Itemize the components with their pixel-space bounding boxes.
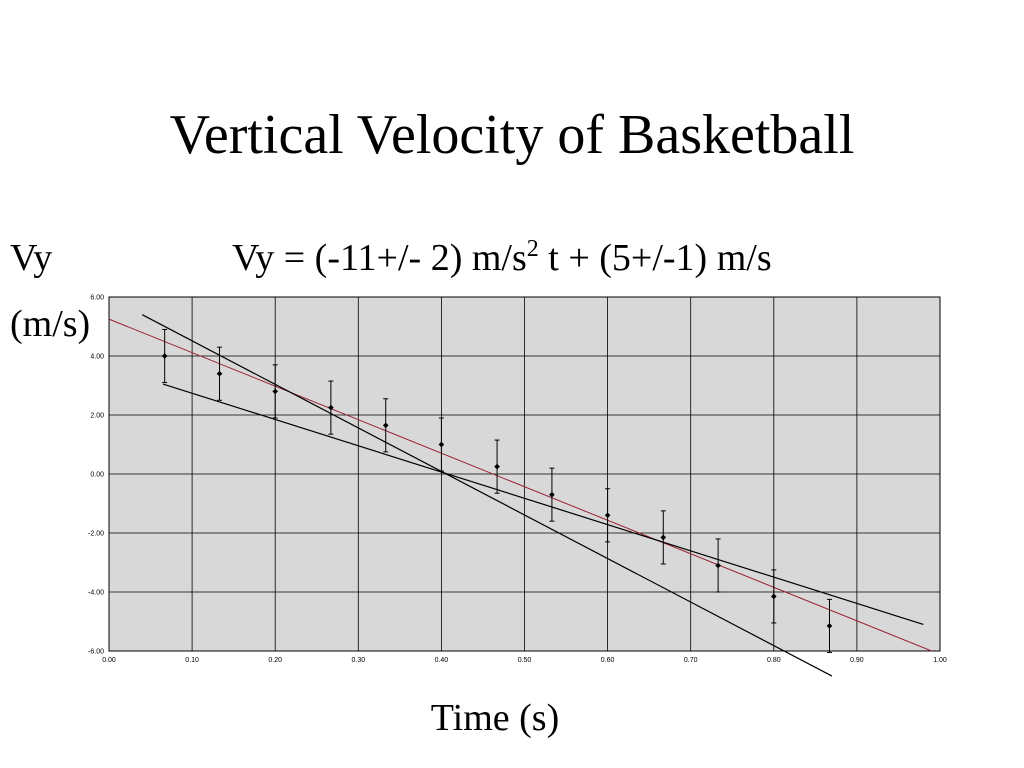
data-point: [161, 353, 168, 359]
data-point: [272, 388, 279, 395]
x-tick-label: 0.50: [518, 657, 532, 664]
data-point: [328, 404, 334, 411]
x-tick-label: 0.00: [102, 657, 116, 664]
data-point: [715, 562, 721, 569]
equation-prefix: Vy = (-11+/- 2) m/s: [232, 237, 527, 279]
y-tick-label: 6.00: [90, 295, 104, 302]
x-tick-label: 0.10: [185, 657, 199, 664]
min-slope-line: [162, 383, 924, 626]
y-tick-label: 4.00: [90, 354, 104, 361]
max-slope-line: [141, 314, 833, 677]
x-tick-label: 1.00: [933, 657, 947, 664]
y-tick-label: -4.00: [88, 590, 104, 597]
data-point: [438, 441, 445, 448]
x-tick-label: 0.70: [684, 657, 698, 664]
y-axis-label-line1: Vy: [10, 237, 53, 279]
x-tick-label: 0.80: [767, 657, 781, 664]
x-tick-label: 0.30: [351, 657, 365, 664]
data-point: [826, 623, 833, 629]
equation-suffix: t + (5+/-1) m/s: [538, 237, 772, 279]
y-tick-label: 2.00: [90, 413, 104, 420]
data-point: [382, 422, 389, 429]
best-fit-line: [108, 318, 932, 652]
data-point: [660, 534, 667, 541]
y-tick-label: -2.00: [88, 531, 104, 538]
y-axis-label-line2: (m/s): [10, 303, 91, 345]
y-tick-label: -6.00: [88, 649, 104, 656]
x-tick-label: 0.90: [850, 657, 864, 664]
data-point: [216, 370, 223, 377]
x-tick-label: 0.60: [601, 657, 615, 664]
data-point: [549, 491, 555, 498]
fit-equation: Vy = (-11+/- 2) m/s2 t + (5+/-1) m/s: [232, 236, 772, 280]
x-tick-label: 0.20: [268, 657, 282, 664]
x-tick-label: 0.40: [435, 657, 449, 664]
data-point: [494, 463, 500, 470]
y-tick-label: 0.00: [90, 472, 104, 479]
data-point: [604, 512, 611, 519]
equation-exponent: 2: [526, 236, 539, 262]
data-point: [770, 593, 777, 600]
slide-title: Vertical Velocity of Basketball: [169, 104, 855, 166]
x-axis-label: Time (s): [430, 697, 560, 739]
